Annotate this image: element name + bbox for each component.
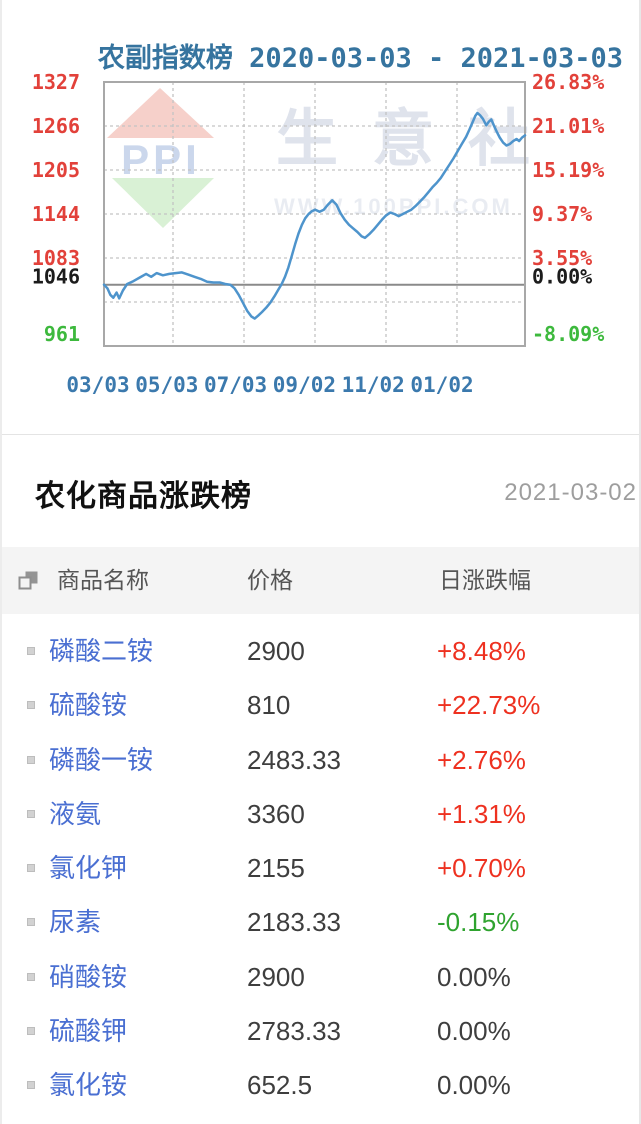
- chart-title: 农副指数榜 2020-03-03 - 2021-03-03: [97, 43, 624, 74]
- plot-border: [103, 81, 526, 347]
- commodity-price: 2783.33: [247, 1016, 341, 1047]
- commodity-change: -0.15%: [437, 907, 520, 938]
- ranking-header: 农化商品涨跌榜 2021-03-02: [2, 435, 639, 547]
- y-axis-label-right: 15.19%: [532, 158, 604, 182]
- table-row: 氯化铵 652.5 0.00%: [2, 1058, 639, 1112]
- index-chart-card: 农副指数榜 2020-03-03 - 2021-03-03 PPI 生意社 WW…: [2, 0, 639, 435]
- row-bullet-icon: [27, 701, 35, 710]
- row-bullet-icon: [27, 972, 35, 981]
- commodity-change: +1.31%: [437, 798, 526, 829]
- table-header-row: 商品名称 价格 日涨跌幅: [2, 547, 639, 614]
- row-bullet-icon: [27, 647, 35, 655]
- table-row: 尿素 2183.33 -0.15%: [2, 895, 639, 949]
- commodity-change: +8.48%: [437, 636, 526, 666]
- column-header-change: 日涨跌幅: [439, 567, 531, 593]
- logo-ppi-text: PPI: [121, 136, 201, 183]
- commodity-price: 2483.33: [247, 744, 341, 775]
- copy-icon: [18, 571, 38, 590]
- commodity-link[interactable]: 液氨: [49, 798, 102, 829]
- commodity-link[interactable]: 氯化钾: [49, 853, 128, 884]
- table-body: 磷酸二铵 2900 +8.48% 硫酸铵 810 +22.73% 磷酸一铵 2483.33 +2…: [2, 614, 639, 1113]
- row-bullet-icon: [27, 864, 35, 873]
- table-row: 硫酸钾 2783.33 0.00%: [2, 1004, 639, 1058]
- x-axis-label: 11/02: [342, 373, 405, 397]
- commodity-link[interactable]: 硫酸钾: [49, 1016, 128, 1047]
- ranking-section: 农化商品涨跌榜 2021-03-02 商品名称 价格 日涨跌幅 磷酸二铵 2900…: [2, 435, 639, 1113]
- y-axis-label-left: 1205: [32, 158, 80, 182]
- commodity-change: 0.00%: [437, 1070, 511, 1101]
- commodity-link[interactable]: 氯化铵: [49, 1070, 128, 1101]
- index-series-line: [102, 111, 527, 320]
- y-axis-label-left: 961: [44, 322, 80, 346]
- y-axis-label-right: 21.01%: [532, 114, 604, 138]
- x-axis-label: 07/03: [204, 373, 267, 397]
- table-row: 磷酸一铵 2483.33 +2.76%: [2, 733, 639, 787]
- commodity-change: 0.00%: [437, 1016, 511, 1047]
- y-axis-label-right: 0.00%: [532, 265, 592, 289]
- row-bullet-icon: [27, 1027, 35, 1036]
- watermark: PPI 生意社 WWW.100PPI.COM: [107, 88, 564, 228]
- commodity-price: 2155: [247, 853, 305, 884]
- row-bullet-icon: [27, 809, 35, 818]
- commodity-change: +0.70%: [437, 853, 526, 884]
- commodity-link[interactable]: 硫酸铵: [49, 690, 128, 721]
- commodity-link[interactable]: 尿素: [49, 907, 102, 938]
- x-axis-label: 05/03: [135, 373, 198, 397]
- watermark-brand: 生意社: [276, 105, 564, 174]
- ranking-date: 2021-03-02: [504, 479, 637, 506]
- y-axis-label-left: 1083: [32, 246, 80, 270]
- table-row: 氯化钾 2155 +0.70%: [2, 841, 639, 895]
- y-axis-label-right: 26.83%: [532, 70, 604, 94]
- commodity-price: 652.5: [247, 1070, 313, 1101]
- column-header-name: 商品名称: [57, 567, 149, 593]
- y-axis-label-left: 1046: [32, 265, 80, 289]
- column-header-price: 价格: [247, 567, 293, 593]
- commodity-price: 2183.33: [247, 907, 341, 938]
- y-axis-label-left: 1144: [32, 202, 80, 226]
- x-axis-label: 03/03: [66, 373, 129, 397]
- commodity-link[interactable]: 磷酸一铵: [49, 744, 154, 775]
- y-axis-label-right: -8.09%: [532, 322, 604, 346]
- watermark-url: WWW.100PPI.COM: [274, 194, 513, 219]
- index-chart-image[interactable]: PPI 生意社 WWW.100PPI.COM 1327 26.83% 1266 21.…: [2, 0, 641, 435]
- commodity-change: +22.73%: [437, 690, 541, 721]
- commodity-price: 3360: [247, 798, 305, 829]
- commodity-price: 2900: [247, 961, 305, 992]
- row-bullet-icon: [27, 1081, 35, 1090]
- commodity-change: +2.76%: [437, 744, 526, 775]
- x-axis-label: 01/02: [410, 373, 473, 397]
- table-row: 硝酸铵 2900 0.00%: [2, 950, 639, 1004]
- table-row: 硫酸铵 810 +22.73%: [2, 678, 639, 732]
- y-axis-label-right: 3.55%: [532, 246, 592, 270]
- y-axis-label-left: 1327: [32, 70, 80, 94]
- commodity-price: 810: [247, 690, 291, 721]
- ranking-title: 农化商品涨跌榜: [35, 480, 252, 513]
- row-bullet-icon: [27, 918, 35, 927]
- commodity-link[interactable]: 磷酸二铵: [49, 636, 154, 666]
- y-axis-label-right: 9.37%: [532, 202, 592, 226]
- table-row: 磷酸二铵 2900 +8.48%: [2, 624, 639, 678]
- commodity-price: 2900: [247, 636, 305, 666]
- commodity-link[interactable]: 硝酸铵: [49, 961, 128, 992]
- row-bullet-icon: [27, 755, 35, 764]
- logo-up-triangle-icon: [107, 88, 214, 138]
- table-row: 液氨 3360 +1.31%: [2, 787, 639, 841]
- logo-down-triangle-icon: [112, 178, 214, 228]
- x-axis-label: 09/02: [273, 373, 336, 397]
- commodity-change: 0.00%: [437, 961, 511, 992]
- y-axis-label-left: 1266: [32, 114, 80, 138]
